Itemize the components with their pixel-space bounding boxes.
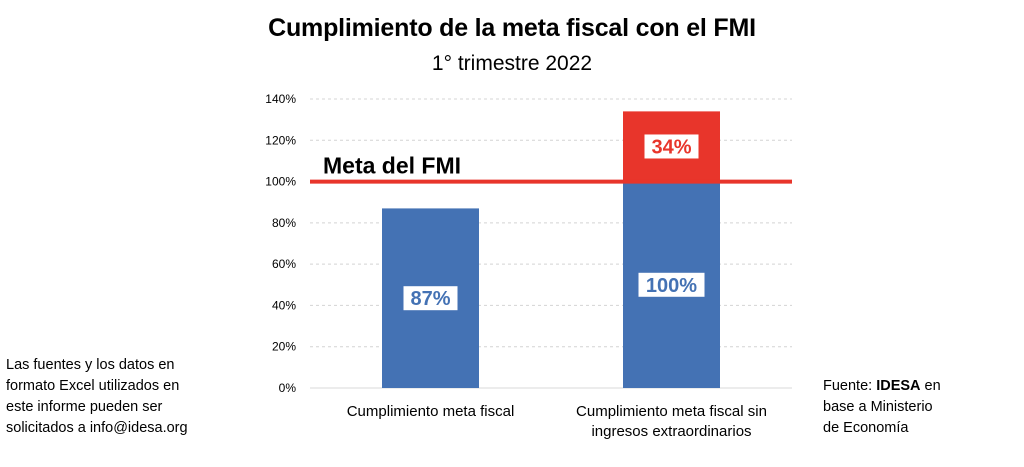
chart-title: Cumplimiento de la meta fiscal con el FM… [268, 14, 756, 42]
footnote: Las fuentes y los datos en formato Excel… [6, 355, 226, 439]
data-label-box [644, 134, 699, 159]
y-tick-label: 140% [265, 92, 296, 106]
data-label-box [638, 272, 705, 297]
reference-line-label: Meta del FMI [323, 153, 461, 179]
chart-subtitle: 1° trimestre 2022 [431, 52, 593, 75]
source-prefix: Fuente: [823, 378, 877, 394]
footnote-line: solicitados a info@idesa.org [6, 420, 188, 436]
y-tick-label: 60% [272, 257, 296, 271]
footnote-line: este informe pueden ser [6, 399, 163, 415]
data-label: 34% [651, 136, 691, 158]
y-tick-label: 20% [272, 340, 296, 354]
source-line: de Economía [823, 420, 909, 436]
x-category-label: ingresos extraordinarios [591, 423, 751, 440]
source-suffix: en [920, 378, 941, 394]
footnote-line: Las fuentes y los datos en [6, 357, 175, 373]
y-tick-label: 80% [272, 216, 296, 230]
data-label: 87% [410, 288, 450, 310]
y-tick-label: 100% [265, 175, 296, 189]
y-tick-label: 0% [279, 381, 297, 395]
x-category-label: Cumplimiento meta fiscal sin [576, 403, 767, 420]
y-tick-label: 120% [265, 133, 296, 147]
x-category-label: Cumplimiento meta fiscal [347, 403, 515, 420]
data-label-box [403, 286, 458, 311]
y-tick-label: 40% [272, 298, 296, 312]
source-note: Fuente: IDESA en base a Ministerio de Ec… [823, 376, 973, 439]
source-line: base a Ministerio [823, 399, 933, 415]
footnote-line: formato Excel utilizados en [6, 378, 180, 394]
data-label: 100% [646, 275, 697, 297]
source-org: IDESA [876, 378, 921, 394]
